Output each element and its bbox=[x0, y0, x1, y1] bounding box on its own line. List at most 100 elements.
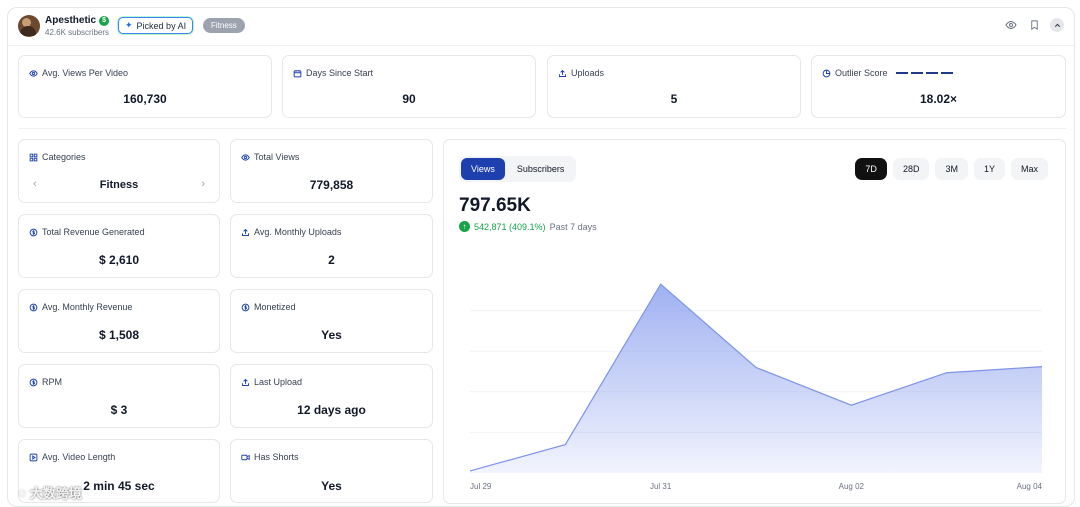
stat-label-text: Total Views bbox=[254, 152, 300, 162]
stat-label: Avg. Video Length bbox=[29, 452, 115, 462]
growth-period: Past 7 days bbox=[549, 221, 597, 232]
stat-value: 160,730 bbox=[123, 92, 167, 106]
stat-value: 18.02× bbox=[919, 92, 958, 106]
stat-value: $ 2,610 bbox=[98, 253, 140, 267]
x-tick-label-2: Aug 02 bbox=[839, 482, 865, 491]
range-max[interactable]: Max bbox=[1010, 158, 1048, 180]
stat-has-shorts: Has Shorts Yes bbox=[230, 439, 433, 503]
chevron-right-icon[interactable]: › bbox=[201, 178, 205, 190]
subscriber-count: 42.6K subscribers bbox=[45, 28, 110, 37]
stat-uploads: Uploads 5 bbox=[547, 55, 801, 118]
stat-label-text: Avg. Views Per Video bbox=[42, 68, 129, 78]
stat-value: Yes bbox=[321, 328, 342, 342]
upload-icon bbox=[242, 378, 249, 386]
channel-name-text: Apesthetic bbox=[45, 15, 97, 26]
views-chart-panel: Views Subscribers 7D 28D 3M 1Y Max 797.6… bbox=[443, 139, 1066, 504]
stat-label: Total Revenue Generated bbox=[29, 227, 145, 237]
channel-header: Apesthetic $ 42.6K subscribers ✦ Picked … bbox=[8, 8, 1074, 45]
range-28d[interactable]: 28D bbox=[892, 158, 930, 180]
stat-value: 12 days ago bbox=[297, 403, 366, 417]
data-point-0[interactable] bbox=[465, 466, 475, 476]
range-3m[interactable]: 3M bbox=[935, 158, 968, 180]
stat-label-text: Avg. Monthly Uploads bbox=[254, 227, 342, 237]
total-views-value: 797.65K bbox=[459, 195, 531, 216]
channel-name[interactable]: Apesthetic $ bbox=[45, 15, 110, 26]
stat-label: Avg. Monthly Revenue bbox=[29, 302, 132, 312]
views-line bbox=[469, 283, 1043, 472]
watermark-text: 大数跨境 bbox=[29, 486, 82, 501]
avatar[interactable] bbox=[18, 15, 40, 37]
stat-label: Categories bbox=[29, 152, 86, 162]
stat-total-views: Total Views 779,858 bbox=[230, 139, 433, 203]
stat-rpm: RPM $ 3 bbox=[18, 364, 220, 428]
picked-by-ai-label: Picked by AI bbox=[136, 20, 187, 31]
stat-categories: Categories ‹ Fitness › bbox=[18, 139, 220, 203]
tab-subscribers[interactable]: Subscribers bbox=[516, 164, 565, 174]
x-tick-label-3: Aug 04 bbox=[1017, 482, 1043, 491]
data-point-2[interactable] bbox=[656, 279, 666, 289]
stat-label-text: Total Revenue Generated bbox=[42, 227, 145, 237]
watermark-logo-icon: ◌ bbox=[18, 485, 26, 500]
stat-label-text: Uploads bbox=[571, 68, 605, 78]
stat-label-text: Categories bbox=[42, 152, 86, 162]
eye-icon bbox=[29, 69, 38, 77]
chevron-up-icon[interactable] bbox=[1050, 18, 1064, 32]
stat-label-text: RPM bbox=[42, 377, 62, 387]
stat-label: Days Since Start bbox=[293, 68, 373, 78]
range-1y[interactable]: 1Y bbox=[973, 158, 1005, 180]
stat-avg-monthly-revenue: Avg. Monthly Revenue $ 1,508 bbox=[18, 289, 220, 353]
stat-label-text: Avg. Monthly Revenue bbox=[42, 302, 133, 312]
upload-icon bbox=[242, 228, 249, 236]
arrow-up-icon: ↑ bbox=[459, 221, 470, 232]
stat-outlier-score: Outlier Score 18.02× bbox=[811, 55, 1066, 118]
dollar-icon bbox=[29, 378, 38, 386]
stat-label: Outlier Score bbox=[822, 68, 953, 78]
data-point-1[interactable] bbox=[560, 440, 570, 450]
grid-icon bbox=[29, 153, 38, 161]
stat-days-since-start: Days Since Start 90 bbox=[282, 55, 536, 118]
header-actions bbox=[1004, 18, 1064, 32]
stat-value: 779,858 bbox=[309, 178, 354, 192]
stat-value: 2 bbox=[328, 253, 335, 267]
stat-label: Avg. Views Per Video bbox=[29, 68, 128, 78]
outlier-dashes bbox=[895, 72, 953, 74]
growth-value: 542,871 (409.1%) bbox=[474, 221, 546, 232]
range-7d[interactable]: 7D bbox=[855, 158, 887, 180]
sparkle-icon: ✦ bbox=[125, 20, 133, 30]
bookmark-icon[interactable] bbox=[1027, 18, 1041, 32]
data-point-4[interactable] bbox=[846, 400, 856, 410]
stat-label: Uploads bbox=[558, 68, 604, 78]
eye-icon[interactable] bbox=[1004, 18, 1018, 32]
watermark: ◌ 大数跨境 bbox=[18, 483, 82, 502]
stat-monetized: Monetized Yes bbox=[230, 289, 433, 353]
stat-label-text: Outlier Score bbox=[835, 68, 888, 78]
stat-label-text: Avg. Video Length bbox=[42, 452, 116, 462]
eye-icon bbox=[241, 153, 250, 161]
data-point-5[interactable] bbox=[942, 368, 952, 378]
stat-avg-video-length: Avg. Video Length 2 min 45 sec bbox=[18, 439, 220, 503]
calendar-icon bbox=[293, 69, 302, 77]
dollar-icon bbox=[241, 303, 250, 311]
tab-views[interactable]: Views bbox=[461, 158, 505, 180]
dollar-icon bbox=[29, 228, 38, 236]
stat-label: RPM bbox=[29, 377, 62, 387]
range-selector: 7D 28D 3M 1Y Max bbox=[855, 158, 1048, 180]
chevron-left-icon[interactable]: ‹ bbox=[33, 178, 37, 190]
data-point-6[interactable] bbox=[1037, 362, 1047, 372]
stat-value: Yes bbox=[321, 479, 342, 493]
data-point-3[interactable] bbox=[751, 362, 761, 372]
x-tick-label-1: Jul 31 bbox=[650, 482, 672, 491]
channel-card: Apesthetic $ 42.6K subscribers ✦ Picked … bbox=[7, 7, 1075, 507]
upload-icon bbox=[559, 69, 566, 77]
stat-last-upload: Last Upload 12 days ago bbox=[230, 364, 433, 428]
stat-label-text: Last Upload bbox=[254, 377, 303, 387]
stat-value: $ 1,508 bbox=[98, 328, 140, 342]
header-divider bbox=[8, 45, 1074, 46]
stat-label-text: Has Shorts bbox=[254, 452, 299, 462]
stat-label: Last Upload bbox=[241, 377, 302, 387]
stat-value: 90 bbox=[402, 92, 416, 106]
picked-by-ai-badge: ✦ Picked by AI bbox=[118, 17, 194, 34]
stat-avg-views: Avg. Views Per Video 160,730 bbox=[18, 55, 272, 118]
stat-label-text: Days Since Start bbox=[306, 68, 374, 78]
camera-icon bbox=[241, 454, 250, 460]
